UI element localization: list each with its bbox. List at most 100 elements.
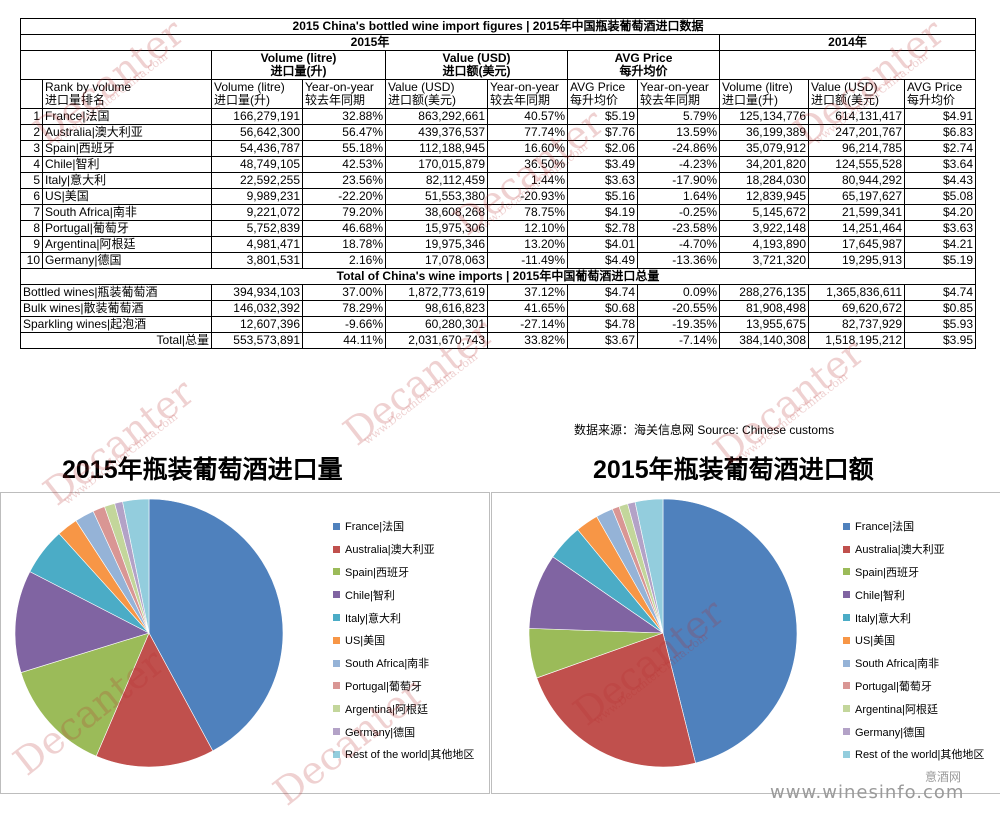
value-cell: 38,608,268: [385, 204, 488, 221]
avg-yoy-cell: 1.64%: [637, 188, 720, 205]
legend-label: Portugal|葡萄牙: [345, 680, 422, 693]
volume-group-label-cn: 进口量(升): [270, 64, 327, 78]
table-row: 2 Australia|澳大利亚 56,642,300 56.47% 439,376,5…: [20, 124, 977, 141]
value-cell: 82,112,459: [385, 172, 488, 189]
table-body: 2015 China's bottled wine import figures…: [19, 18, 977, 349]
volume-yoy-cell: 23.56%: [302, 172, 386, 189]
volume-2014-cell: 288,276,135: [719, 284, 809, 301]
volume-2014-cell: 12,839,945: [719, 188, 809, 205]
rank-cell: 5: [20, 172, 43, 189]
import-figures-table: 2015 China's bottled wine import figures…: [19, 18, 977, 349]
avg-yoy-cell: -19.35%: [637, 316, 720, 333]
value-cell: 439,376,537: [385, 124, 488, 141]
legend-label: Spain|西班牙: [855, 566, 919, 579]
volume-group-label: Volume (litre): [260, 51, 337, 65]
legend-item: Portugal|葡萄牙: [843, 675, 984, 698]
volume-yoy-cell: 79.20%: [302, 204, 386, 221]
legend-swatch: [333, 636, 340, 644]
total-row: Total|总量 553,573,891 44.11% 2,031,670,743 33…: [20, 332, 977, 349]
value-2014-cell: 69,620,672: [808, 300, 905, 317]
avg-price-cell: $2.78: [567, 220, 638, 237]
volume-yoy-cell: 56.47%: [302, 124, 386, 141]
country-cell: US|美国: [42, 188, 212, 205]
avg-yoy-cell: -7.14%: [637, 332, 720, 349]
volume-yoy-cell: 44.11%: [302, 332, 386, 349]
total-row: Bottled wines|瓶装葡萄酒 394,934,103 37.00% 1,87…: [20, 284, 977, 301]
volume-col-header: Volume (litre) 进口量(升): [211, 79, 303, 109]
value-group-label-cn: 进口额(美元): [442, 64, 511, 78]
value-cell: 51,553,380: [385, 188, 488, 205]
legend-swatch: [333, 728, 340, 736]
legend-item: Australia|澳大利亚: [333, 538, 474, 561]
value-yoy-cell: 13.20%: [487, 236, 568, 253]
table-row: 6 US|美国 9,989,231 -22.20% 51,553,380 -20.93% $…: [20, 188, 977, 205]
avg-price-cell: $0.68: [567, 300, 638, 317]
avg-2014-cell: $4.74: [903, 284, 977, 301]
pie-slice-10: [634, 498, 664, 634]
value-yoy-cell: 12.10%: [487, 220, 568, 237]
avg-yoy-cell: -23.58%: [637, 220, 720, 237]
value-yoy-col-label-cn: 较去年同期: [490, 93, 551, 107]
avg-price-cell: $7.76: [567, 124, 638, 141]
volume-yoy-cell: -9.66%: [302, 316, 386, 333]
volume-cell: 56,642,300: [211, 124, 303, 141]
value-cell: 98,616,823: [385, 300, 488, 317]
avg-price-cell: $4.78: [567, 316, 638, 333]
legend-label: Germany|德国: [345, 726, 416, 739]
avg-2014-cell: $4.91: [903, 108, 977, 125]
legend-label: Australia|澳大利亚: [345, 544, 435, 557]
avg-yoy-col-label: Year-on-year: [640, 80, 709, 94]
pie-slice-0: [148, 498, 284, 752]
value-yoy-cell: 1.44%: [487, 172, 568, 189]
table-row: 4 Chile|智利 48,749,105 42.53% 170,015,879 36.5…: [20, 156, 977, 173]
avg-2014-cell: $3.63: [903, 220, 977, 237]
volume-yoy-col-label-cn: 较去年同期: [305, 93, 366, 107]
volume-yoy-cell: 55.18%: [302, 140, 386, 157]
legend-swatch: [843, 728, 850, 736]
table-row: 7 South Africa|南非 9,221,072 79.20% 38,608,26…: [20, 204, 977, 221]
avg-price-cell: $2.06: [567, 140, 638, 157]
value-cell: 170,015,879: [385, 156, 488, 173]
rank-col-blank: [20, 79, 43, 109]
volume-chart-legend: France|法国 Australia|澳大利亚 Spain|西班牙 Chile|智利…: [333, 515, 474, 766]
volume-2014-cell: 5,145,672: [719, 204, 809, 221]
value-yoy-cell: -20.93%: [487, 188, 568, 205]
legend-item: Argentina|阿根廷: [843, 697, 984, 720]
avg-2014-cell: $6.83: [903, 124, 977, 141]
value-2014-cell: 96,214,785: [808, 140, 905, 157]
country-cell: Spain|西班牙: [42, 140, 212, 157]
country-cell: France|法国: [42, 108, 212, 125]
avg-price-cell: $3.67: [567, 332, 638, 349]
value-2014-col-label: Value (USD): [811, 80, 878, 94]
legend-swatch: [333, 614, 340, 622]
value-yoy-cell: 16.60%: [487, 140, 568, 157]
volume-col-label-cn: 进口量(升): [214, 93, 270, 107]
avg-2014-cell: $4.43: [903, 172, 977, 189]
value-2014-cell: 65,197,627: [808, 188, 905, 205]
volume-2014-cell: 18,284,030: [719, 172, 809, 189]
legend-label: US|美国: [855, 635, 896, 648]
pie-slice-0: [662, 498, 798, 764]
volume-2014-cell: 384,140,308: [719, 332, 809, 349]
legend-swatch: [843, 682, 850, 690]
value-yoy-cell: -11.49%: [487, 252, 568, 269]
legend-swatch: [333, 659, 340, 667]
blank-header: [20, 50, 212, 80]
value-yoy-cell: -27.14%: [487, 316, 568, 333]
avg-col-label: AVG Price: [570, 80, 626, 94]
value-2014-cell: 17,645,987: [808, 236, 905, 253]
avg-yoy-cell: 0.09%: [637, 284, 720, 301]
avg-col-label-cn: 每升均价: [570, 93, 619, 107]
legend-item: South Africa|南非: [333, 652, 474, 675]
volume-2014-cell: 4,193,890: [719, 236, 809, 253]
legend-label: France|法国: [855, 521, 915, 534]
avg-yoy-cell: -0.25%: [637, 204, 720, 221]
value-yoy-cell: 37.12%: [487, 284, 568, 301]
value-cell: 112,188,945: [385, 140, 488, 157]
avg-yoy-cell: 5.79%: [637, 108, 720, 125]
rank-col-label: Rank by volume: [45, 80, 132, 94]
volume-yoy-cell: 37.00%: [302, 284, 386, 301]
avg-yoy-col-header: Year-on-year 较去年同期: [637, 79, 720, 109]
rank-cell: 4: [20, 156, 43, 173]
legend-swatch: [333, 682, 340, 690]
